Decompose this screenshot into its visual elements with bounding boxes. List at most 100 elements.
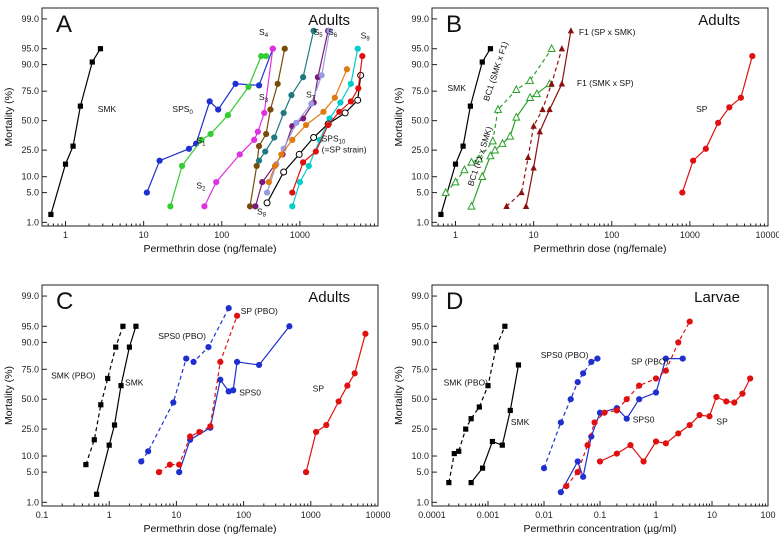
series-sps0-pbo- <box>138 305 232 465</box>
series-line <box>50 48 101 215</box>
y-axis-label: Mortality (%) <box>3 88 15 147</box>
x-tick-label: 0.0001 <box>418 510 446 520</box>
data-point <box>451 450 457 457</box>
data-point <box>613 407 620 414</box>
data-point <box>207 130 214 138</box>
y-tick-label: 99.0 <box>21 291 39 301</box>
x-axis-label: Permethrin dose (ng/female) <box>143 523 276 535</box>
data-point <box>627 442 634 449</box>
x-tick-label: 0.1 <box>594 510 607 520</box>
data-point <box>126 344 133 350</box>
data-point <box>196 428 203 436</box>
data-point <box>539 105 546 113</box>
data-point <box>441 187 450 196</box>
x-tick-label: 10 <box>707 510 717 520</box>
x-tick-label: 0.001 <box>477 510 500 520</box>
data-point <box>567 396 574 403</box>
data-point <box>258 53 265 60</box>
series-s3 <box>246 45 288 210</box>
y-tick-label: 5.0 <box>416 467 429 477</box>
y-tick-label: 25.0 <box>411 145 429 155</box>
data-point <box>558 80 566 87</box>
y-tick-label: 90.0 <box>411 337 429 347</box>
x-axis-label: Permethrin dose (ng/female) <box>533 243 666 255</box>
data-point <box>518 188 525 196</box>
y-tick-label: 50.0 <box>411 116 429 126</box>
data-point <box>467 103 473 109</box>
data-point <box>546 105 553 113</box>
data-point <box>138 458 145 465</box>
data-point <box>530 122 537 129</box>
data-point <box>259 178 266 186</box>
y-tick-label: 95.0 <box>21 321 39 331</box>
data-point <box>323 421 330 429</box>
y-tick-label: 99.0 <box>411 14 429 24</box>
data-point <box>318 72 325 79</box>
data-point <box>326 115 333 122</box>
data-point <box>312 148 319 155</box>
y-tick-label: 1.0 <box>416 217 429 227</box>
y-tick-label: 5.0 <box>26 188 39 198</box>
data-point <box>89 59 95 65</box>
data-point <box>507 407 513 414</box>
data-point <box>502 323 508 329</box>
series-label: SMK <box>448 83 467 93</box>
data-point <box>591 419 598 426</box>
data-point <box>563 482 570 490</box>
data-point <box>252 203 259 210</box>
data-point <box>512 112 521 121</box>
y-tick-label: 90.0 <box>411 60 429 70</box>
data-point <box>310 134 318 142</box>
panel-letter: C <box>56 288 73 315</box>
data-point <box>113 344 119 350</box>
data-point <box>271 134 278 141</box>
data-point <box>524 153 532 161</box>
data-point <box>652 389 660 396</box>
data-point <box>232 80 239 87</box>
data-point <box>474 154 484 163</box>
data-point <box>690 157 697 164</box>
data-point <box>120 323 126 329</box>
data-point <box>253 162 260 170</box>
x-minor-ticks <box>41 221 379 226</box>
data-point <box>452 161 459 167</box>
x-tick-label: 0.1 <box>36 510 49 520</box>
data-point <box>296 178 303 186</box>
panel-b: 1 10 100 1000 10000 1.0 5.0 10.0 25.0 50.0 75.0 90.… <box>393 7 779 255</box>
data-point <box>574 379 581 386</box>
data-point <box>206 98 213 105</box>
y-tick-label: 1.0 <box>26 217 39 227</box>
data-point <box>486 151 495 160</box>
data-point <box>166 461 173 468</box>
data-point <box>48 211 54 218</box>
data-point <box>331 94 338 101</box>
series-s4 <box>255 27 317 164</box>
series-sp <box>302 330 369 476</box>
y-tick-label: 99.0 <box>21 14 39 24</box>
data-point <box>675 339 682 346</box>
data-point <box>111 422 118 428</box>
y-tick-label: 90.0 <box>21 60 39 70</box>
series-line <box>169 55 267 207</box>
data-point <box>547 43 556 53</box>
y-tick-label: 10.0 <box>21 172 39 182</box>
data-point <box>723 398 730 405</box>
data-point <box>98 402 104 408</box>
x-minor-ticks <box>41 501 379 506</box>
data-point <box>286 323 293 330</box>
data-point <box>97 46 104 52</box>
series-sps0 <box>176 323 293 476</box>
data-point <box>489 438 496 445</box>
data-point <box>344 382 351 389</box>
data-point <box>170 399 177 406</box>
data-point <box>580 473 587 480</box>
x-tick-label: 1 <box>63 230 68 240</box>
y-tick-label: 10.0 <box>411 172 429 182</box>
data-point <box>623 396 630 403</box>
series-line <box>543 358 598 469</box>
data-point <box>178 162 186 170</box>
data-point <box>558 45 566 52</box>
data-point <box>278 151 285 158</box>
data-point <box>574 469 581 476</box>
data-point <box>574 458 581 465</box>
